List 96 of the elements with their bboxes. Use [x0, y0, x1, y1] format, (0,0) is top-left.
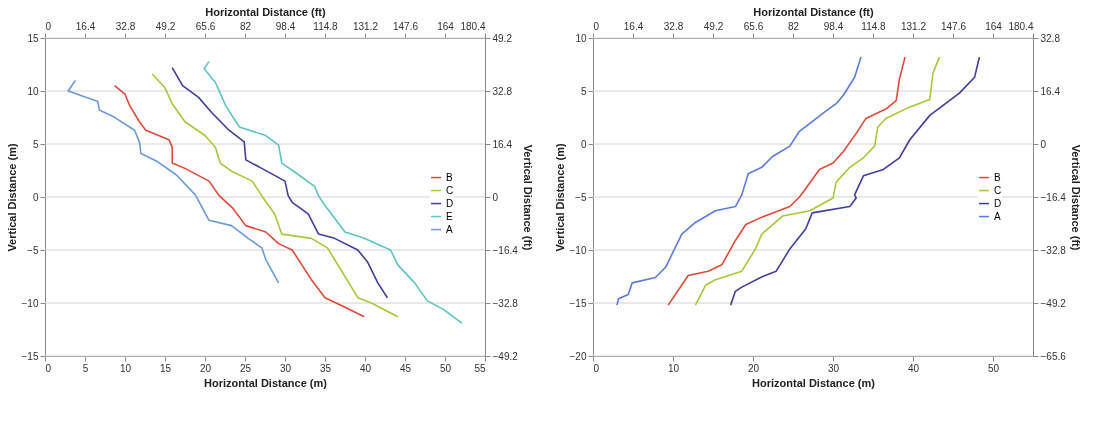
x2-tick-label: 131.2	[352, 20, 379, 32]
y2-tick-label: −49.2	[1040, 297, 1067, 309]
y-tick-label: 10	[575, 32, 587, 44]
y-tick-label: −15	[569, 297, 587, 309]
x2-tick-label: 49.2	[703, 20, 724, 32]
y2-tick-label: 32.8	[492, 85, 513, 97]
legend-label: C	[994, 184, 1002, 196]
x-axis-title: Horizontal Distance (m)	[204, 376, 328, 389]
x2-axis-title: Horizontal Distance (ft)	[205, 5, 327, 18]
y-tick-label: 15	[27, 32, 39, 44]
line-series	[151, 73, 399, 318]
line-series	[113, 84, 365, 318]
x-tick-label: 35	[319, 362, 332, 374]
x-tick-label: 40	[907, 362, 920, 374]
x2-tick-label: 49.2	[155, 20, 176, 32]
y-axis-title: Vertical Distance (m)	[5, 143, 18, 252]
line-series	[729, 56, 981, 306]
x2-tick-label: 82	[787, 20, 800, 32]
x2-tick-label: 32.8	[115, 20, 136, 32]
x2-tick-label: 131.2	[900, 20, 927, 32]
x2-tick-label: 114.8	[313, 20, 339, 32]
y2-tick-label: −32.8	[492, 297, 519, 309]
x2-tick-label: 164	[985, 20, 1003, 32]
x2-tick-label: 98.4	[275, 20, 296, 32]
line-series	[171, 66, 389, 299]
x-tick-label: 20	[747, 362, 760, 374]
y-tick-label: −20	[569, 350, 587, 362]
line-series	[694, 56, 941, 306]
x-tick-label: 55	[474, 362, 486, 374]
y-tick-label: 0	[580, 138, 587, 150]
x-tick-label: 10	[667, 362, 680, 374]
legend-label: D	[446, 197, 454, 209]
legend-label: A	[994, 210, 1001, 222]
x2-tick-label: 0	[593, 20, 600, 32]
x2-tick-label: 0	[45, 20, 52, 32]
x-tick-label: 15	[159, 362, 172, 374]
x2-tick-label: 16.4	[75, 20, 96, 32]
line-series	[667, 56, 906, 306]
legend-label: B	[994, 171, 1001, 183]
line-series	[203, 60, 463, 324]
legend-label: D	[994, 197, 1002, 209]
y-tick-label: 0	[32, 191, 39, 203]
x-tick-label: 40	[359, 362, 372, 374]
line-series	[616, 56, 862, 306]
line-series	[67, 79, 280, 284]
y2-tick-label: 0	[492, 191, 499, 203]
y2-tick-label: −49.2	[492, 350, 519, 362]
x-tick-label: 5	[82, 362, 89, 374]
y-tick-label: 10	[27, 85, 39, 97]
x-tick-label: 20	[199, 362, 212, 374]
x-tick-label: 50	[439, 362, 452, 374]
legend-label: E	[446, 210, 453, 222]
legend-label: B	[446, 171, 453, 183]
y2-tick-label: −32.8	[1040, 244, 1067, 256]
x2-tick-label: 65.6	[743, 20, 764, 32]
y-tick-label: −15	[21, 350, 39, 362]
y2-tick-label: −65.6	[1040, 350, 1067, 362]
y2-tick-label: −16.4	[492, 244, 519, 256]
x2-tick-label: 65.6	[195, 20, 216, 32]
x-tick-label: 0	[45, 362, 52, 374]
x-tick-label: 45	[399, 362, 412, 374]
x2-tick-label: 147.6	[392, 20, 419, 32]
y2-axis-title: Vertical Distance (ft)	[1069, 144, 1082, 251]
y-tick-label: −10	[569, 244, 587, 256]
x2-tick-label: 98.4	[823, 20, 844, 32]
x2-tick-label: 180.4	[460, 20, 486, 32]
y2-tick-label: 49.2	[492, 32, 513, 44]
x-tick-label: 10	[119, 362, 132, 374]
y2-tick-label: 16.4	[1040, 85, 1061, 97]
y-tick-label: −10	[21, 297, 39, 309]
y-axis-title: Vertical Distance (m)	[553, 143, 566, 252]
x2-tick-label: 147.6	[940, 20, 967, 32]
y2-axis-title: Vertical Distance (ft)	[521, 144, 534, 251]
x-axis-title: Horizontal Distance (m)	[752, 376, 876, 389]
legend-label: C	[446, 184, 454, 196]
x2-tick-label: 32.8	[663, 20, 684, 32]
x-tick-label: 30	[827, 362, 840, 374]
x-tick-label: 25	[239, 362, 252, 374]
x2-tick-label: 180.4	[1008, 20, 1034, 32]
y-tick-label: −5	[27, 244, 39, 256]
x2-tick-label: 16.4	[623, 20, 644, 32]
x-tick-label: 30	[279, 362, 292, 374]
x-tick-label: 0	[593, 362, 600, 374]
x2-tick-label: 82	[239, 20, 252, 32]
legend-label: A	[446, 223, 453, 235]
y2-tick-label: 32.8	[1040, 32, 1061, 44]
x2-axis-title: Horizontal Distance (ft)	[753, 5, 875, 18]
y2-tick-label: −16.4	[1040, 191, 1067, 203]
x-tick-label: 50	[987, 362, 1000, 374]
y-tick-label: 5	[32, 138, 39, 150]
x2-tick-label: 114.8	[861, 20, 887, 32]
y-tick-label: 5	[580, 85, 587, 97]
y2-tick-label: 16.4	[492, 138, 513, 150]
y2-tick-label: 0	[1040, 138, 1047, 150]
y-tick-label: −5	[575, 191, 587, 203]
x2-tick-label: 164	[437, 20, 455, 32]
